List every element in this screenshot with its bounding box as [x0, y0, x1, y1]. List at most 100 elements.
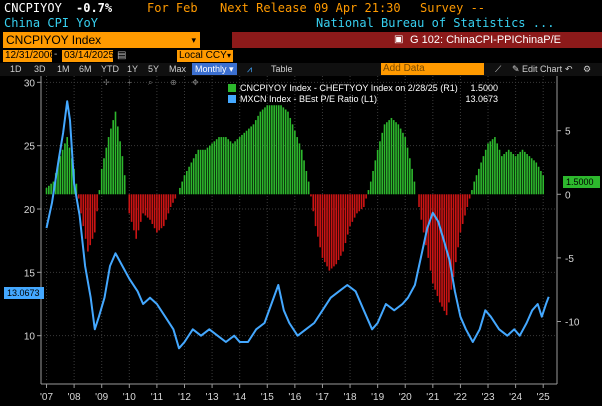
start-date-field[interactable]: 12/31/2006: [3, 50, 56, 62]
period-1y-button[interactable]: 1Y: [127, 64, 139, 74]
period-1m-button[interactable]: 1M: [57, 64, 70, 74]
bar: [521, 149, 524, 195]
period-max-button[interactable]: Max: [169, 64, 187, 74]
line-icon[interactable]: ⟋: [495, 64, 502, 74]
settings-icon[interactable]: ⚙: [583, 64, 592, 74]
left-tick-label: 15: [24, 268, 36, 279]
bar: [307, 181, 310, 195]
bar: [507, 149, 510, 195]
bar: [404, 137, 407, 195]
bar: [420, 194, 423, 220]
bar: [374, 160, 377, 195]
x-tick-label: '17: [316, 392, 329, 403]
currency-select-label: Local CCY: [179, 50, 227, 61]
period-ytd-button[interactable]: YTD: [101, 64, 119, 74]
x-tick-label: '18: [344, 392, 357, 403]
bar: [445, 194, 448, 316]
chart-controls: ✢ + ⌕ ⊕ ✥: [103, 78, 199, 87]
bar: [123, 175, 126, 195]
end-date-field[interactable]: 03/14/2025: [62, 50, 115, 62]
bar: [498, 149, 501, 195]
bar: [77, 194, 80, 199]
bar: [514, 156, 517, 195]
period-3d-button[interactable]: 3D: [34, 64, 46, 74]
bar: [388, 120, 390, 195]
bar: [333, 194, 335, 267]
chevron-down-icon: ▾: [226, 51, 231, 60]
bar: [319, 194, 321, 248]
bar: [411, 168, 413, 195]
edit-chart-button[interactable]: ✎ Edit Chart: [512, 64, 563, 74]
calendar-icon[interactable]: ▤: [117, 50, 127, 61]
bar: [448, 194, 450, 303]
chevron-down-icon: ▾: [191, 35, 196, 45]
bar: [172, 194, 174, 203]
period-toolbar: 1D 3D 1M 6M YTD 1Y 5Y Max Monthly ▾ ⩘ Ta…: [0, 63, 602, 76]
bar: [204, 149, 206, 195]
currency-select[interactable]: Local CCY ▾: [177, 50, 233, 62]
bar: [363, 194, 365, 208]
chart[interactable]: 10 15 20 25 30 -10 -5 0 5 '07 '08 '09 '10 '11 '12 '13 '1…: [0, 76, 602, 406]
bar: [496, 143, 499, 195]
bar: [436, 194, 439, 297]
table-button[interactable]: Table: [271, 64, 293, 74]
bar: [264, 107, 266, 195]
legend-item-bars: CNCPIYOY Index - CHEFTYOY Index on 2/28/…: [228, 83, 498, 94]
bar: [530, 158, 533, 195]
bar: [298, 143, 301, 195]
magnify-icon[interactable]: ⌕: [148, 78, 152, 87]
bar: [501, 156, 503, 195]
crosshair-icon[interactable]: ✢: [103, 78, 110, 87]
bar: [160, 194, 163, 229]
add-data-input[interactable]: Add Data: [381, 63, 484, 75]
pan-icon[interactable]: ✥: [192, 78, 199, 87]
bar: [471, 190, 473, 195]
period-1d-button[interactable]: 1D: [10, 64, 22, 74]
bar: [114, 111, 117, 195]
x-tick-label: '09: [95, 392, 108, 403]
bar: [68, 147, 71, 195]
security-name: China CPI YoY: [4, 16, 98, 30]
bar: [139, 194, 142, 222]
date-separator: -: [54, 49, 58, 60]
bar: [358, 194, 361, 212]
bar: [524, 151, 526, 195]
bar: [395, 122, 397, 195]
x-tick-label: '08: [68, 392, 81, 403]
x-tick-label: '19: [371, 392, 384, 403]
bar-series: [45, 105, 545, 316]
legend-label: MXCN Index - BEst P/E Ratio (L1): [240, 94, 378, 104]
bar: [84, 194, 87, 239]
bar: [383, 124, 386, 195]
bar: [386, 122, 388, 195]
legend-swatch: [228, 95, 236, 103]
bar: [284, 109, 287, 195]
period-5y-button[interactable]: 5Y: [148, 64, 160, 74]
legend-item-line: MXCN Index - BEst P/E Ratio (L1) 13.0673: [228, 94, 498, 105]
bar: [149, 194, 151, 220]
bar: [425, 194, 427, 246]
bar: [480, 162, 482, 195]
bar: [510, 151, 512, 195]
bar: [268, 105, 271, 195]
plus-icon[interactable]: +: [127, 78, 132, 87]
security-bar: CNCPIYOY Index ▾ ▣ G 102: ChinaCPI-PPICh…: [0, 32, 602, 48]
bar: [457, 194, 459, 248]
left-value-tag: 13.0673: [4, 287, 44, 299]
bar: [303, 160, 305, 195]
bar: [517, 154, 519, 195]
bar: [466, 194, 469, 208]
frequency-select[interactable]: Monthly ▾: [192, 63, 237, 75]
x-tick-label: '25: [537, 392, 550, 403]
bar: [206, 147, 209, 195]
zoom-icon[interactable]: ⊕: [170, 78, 177, 87]
security-selector[interactable]: CNCPIYOY Index ▾: [3, 32, 200, 48]
bar: [450, 194, 453, 290]
period-6m-button[interactable]: 6M: [79, 64, 92, 74]
bar: [314, 194, 317, 227]
line-chart-icon[interactable]: ⩘: [247, 64, 253, 74]
right-tick-label: 5: [565, 127, 571, 138]
bar: [75, 183, 78, 195]
undo-icon[interactable]: ↶: [565, 64, 573, 74]
bar: [484, 149, 487, 195]
